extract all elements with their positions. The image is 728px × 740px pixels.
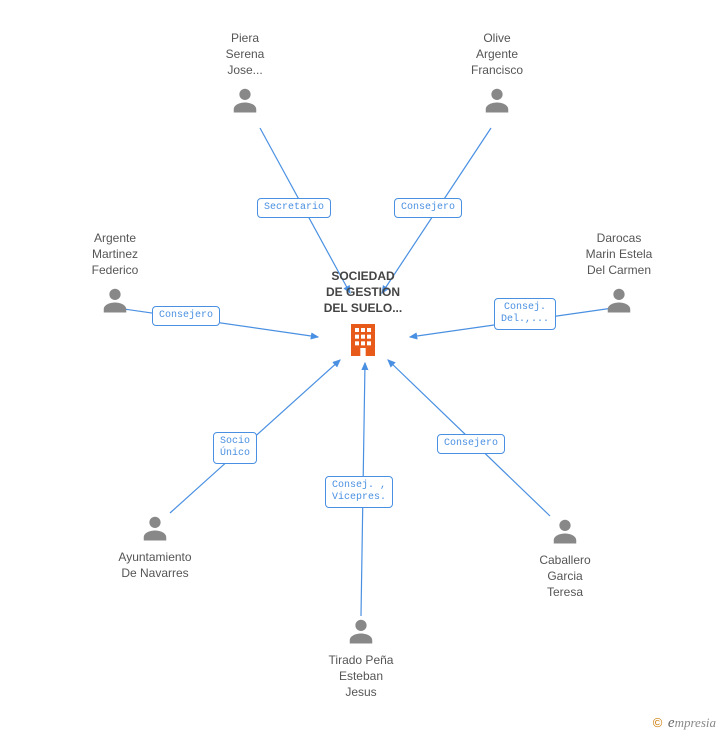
edge-label: Socio Único xyxy=(213,432,257,464)
edge-label: Consej. Del.,... xyxy=(494,298,556,330)
person-node: Piera Serena Jose... xyxy=(185,30,305,115)
person-label: Argente Martinez Federico xyxy=(55,230,175,279)
person-label: Olive Argente Francisco xyxy=(437,30,557,79)
brand-rest: mpresia xyxy=(675,715,716,730)
person-label: Caballero Garcia Teresa xyxy=(505,552,625,601)
person-icon xyxy=(550,516,580,546)
person-node: Argente Martinez Federico xyxy=(55,230,175,315)
person-label: Tirado Peña Esteban Jesus xyxy=(301,652,421,701)
person-node: Ayuntamiento De Navarres xyxy=(95,513,215,581)
person-node: Darocas Marin Estela Del Carmen xyxy=(559,230,679,315)
person-label: Darocas Marin Estela Del Carmen xyxy=(559,230,679,279)
person-node: Tirado Peña Esteban Jesus xyxy=(301,616,421,701)
center-label: SOCIEDAD DE GESTION DEL SUELO... xyxy=(308,268,418,317)
person-icon xyxy=(140,513,170,543)
person-label: Piera Serena Jose... xyxy=(185,30,305,79)
building-icon xyxy=(347,321,379,359)
person-node: Caballero Garcia Teresa xyxy=(505,516,625,601)
person-icon xyxy=(346,616,376,646)
edge-label: Consej. , Vicepres. xyxy=(325,476,393,508)
person-label: Ayuntamiento De Navarres xyxy=(95,549,215,581)
edge-label: Consejero xyxy=(394,198,462,218)
person-icon xyxy=(604,285,634,315)
person-icon xyxy=(230,85,260,115)
person-icon xyxy=(482,85,512,115)
watermark: © empresia xyxy=(653,715,716,732)
edge-label: Secretario xyxy=(257,198,331,218)
brand-letter: e xyxy=(668,715,675,731)
edge-label: Consejero xyxy=(437,434,505,454)
copyright-symbol: © xyxy=(653,715,663,730)
center-node: SOCIEDAD DE GESTION DEL SUELO... xyxy=(308,268,418,359)
person-icon xyxy=(100,285,130,315)
person-node: Olive Argente Francisco xyxy=(437,30,557,115)
